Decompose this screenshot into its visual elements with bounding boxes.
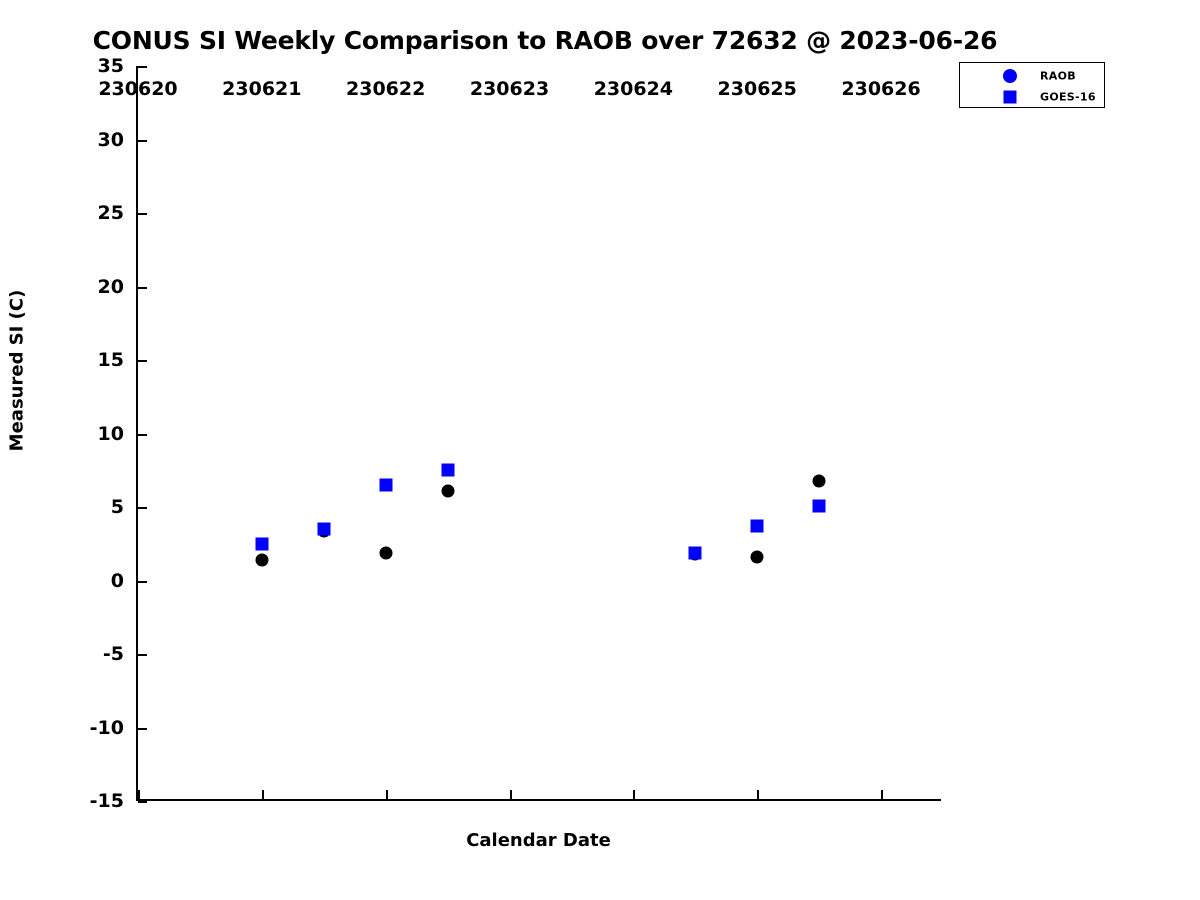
y-tick-label: 5	[110, 496, 124, 518]
data-point-goes-16	[812, 499, 826, 513]
data-point-raob	[379, 546, 393, 560]
y-tick-label: -5	[102, 643, 124, 665]
legend-circle-icon	[1003, 68, 1017, 83]
x-axis-label: Calendar Date	[466, 830, 611, 851]
y-tick-mark	[138, 580, 147, 583]
x-tick-mark	[138, 790, 140, 799]
data-point-raob	[441, 484, 455, 498]
x-tick-mark	[633, 790, 636, 799]
y-tick-mark	[138, 139, 147, 142]
x-tick-mark	[385, 790, 388, 799]
y-tick-label: 10	[97, 422, 124, 445]
y-tick-label: 15	[97, 349, 124, 371]
legend-square-icon	[1003, 90, 1017, 103]
y-tick-mark	[138, 433, 147, 436]
data-point-raob	[750, 550, 764, 564]
x-tick-label: 230620	[98, 78, 178, 100]
x-tick-mark	[881, 790, 884, 799]
y-tick-mark	[138, 507, 147, 509]
x-tick-mark	[261, 790, 264, 799]
y-tick-label: 25	[97, 202, 124, 224]
data-points-layer	[138, 66, 941, 799]
y-tick-label: -10	[89, 716, 124, 739]
data-point-goes-16	[379, 478, 393, 492]
y-tick-label: 0	[110, 569, 124, 592]
legend-label: RAOB	[1040, 69, 1076, 82]
x-tick-label: 230624	[593, 78, 674, 100]
x-tick-label: 230623	[469, 78, 550, 100]
x-tick-mark	[509, 790, 512, 799]
y-tick-mark	[138, 213, 147, 215]
legend-entry-raob: RAOB	[960, 65, 1104, 86]
y-tick-mark	[138, 360, 147, 362]
y-tick-label: 30	[97, 128, 124, 151]
y-tick-mark	[138, 801, 147, 803]
y-tick-mark	[138, 66, 147, 68]
data-point-raob	[255, 553, 269, 567]
x-tick-label: 230622	[346, 78, 426, 100]
data-point-goes-16	[441, 463, 455, 477]
x-tick-label: 230625	[717, 78, 797, 100]
y-tick-label: 35	[97, 55, 124, 77]
legend-entry-goes-16: GOES-16	[960, 86, 1104, 107]
data-point-goes-16	[750, 519, 764, 533]
data-point-raob	[812, 474, 826, 488]
chart-title: CONUS SI Weekly Comparison to RAOB over …	[92, 26, 998, 55]
plot-area: -15 -10 -5 0 5 10 15 20 25 30 35 230620 230621 23062…	[90, 55, 941, 812]
y-tick-label: 20	[97, 275, 124, 298]
data-point-goes-16	[317, 522, 331, 536]
y-tick-mark	[138, 727, 147, 730]
x-tick-mark	[757, 790, 760, 799]
data-point-goes-16	[688, 546, 702, 560]
y-tick-mark	[138, 286, 147, 289]
x-tick-label: 230626	[841, 78, 921, 100]
data-point-goes-16	[255, 537, 269, 551]
legend-label: GOES-16	[1040, 90, 1096, 103]
y-axis-label: Measured SI (C)	[6, 289, 28, 452]
y-tick-mark	[138, 654, 147, 656]
x-tick-label: 230621	[222, 78, 302, 100]
chart-legend: RAOB GOES-16	[959, 62, 1105, 108]
y-tick-label: -15	[89, 790, 124, 812]
